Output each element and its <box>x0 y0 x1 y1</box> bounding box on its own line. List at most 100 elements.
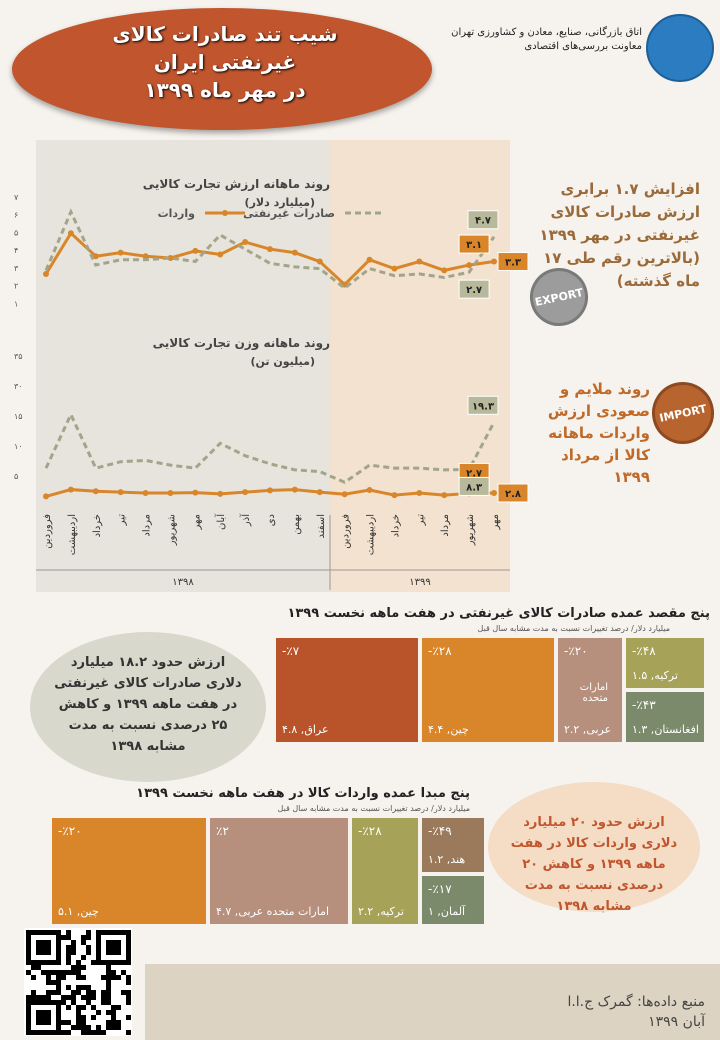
year-1398-band <box>36 140 330 592</box>
org-line-2: معاونت بررسی‌های اقتصادی <box>524 41 642 52</box>
month-label: فروردین <box>341 514 352 549</box>
exports-summary-note: ارزش حدود ۱۸.۲ میلیارد دلاری صادرات کالا… <box>30 632 266 782</box>
imports-point <box>441 492 448 499</box>
imports-point <box>466 262 473 269</box>
tile-percent: -٪۴۸ <box>632 644 656 658</box>
tile-percent: -٪۲۰ <box>58 824 82 838</box>
tile-percent: ٪۲ <box>216 824 229 838</box>
imports-point <box>491 490 497 496</box>
tile-percent: -٪۱۷ <box>428 882 452 896</box>
month-label: آذر <box>239 513 252 527</box>
import-trend-note: روند ملایم و صعودی ارزش واردات ماهانه کا… <box>547 380 650 486</box>
imports-point <box>217 490 224 497</box>
imports-point <box>192 247 199 254</box>
imports-point <box>291 249 298 256</box>
exports-prev-label: ۲.۷ <box>466 285 482 296</box>
treemap-tile: -٪۴۳ ۱.۳ ,افغانستان <box>624 690 706 744</box>
organization-name: اتاق بازرگانی، صنایع، معادن و کشاورزی ته… <box>420 26 642 54</box>
y-tick-label: ۵ <box>14 472 18 481</box>
tile-percent: -٪۲۸ <box>428 644 452 658</box>
imports-point <box>117 249 124 256</box>
imports-line <box>44 230 495 287</box>
tile-percent: -٪۷ <box>282 644 300 658</box>
imports-point <box>291 486 298 493</box>
month-label: اردیبهشت <box>67 514 78 555</box>
exports-summary-text: ارزش حدود ۱۸.۲ میلیارد دلاری صادرات کالا… <box>54 655 242 754</box>
tile-label: ۱ ,آلمان <box>428 905 466 918</box>
imports-point <box>441 267 448 274</box>
export-growth-note: افزایش ۱.۷ برابری ارزش صادرات کالای غیرن… <box>539 180 700 290</box>
imports-point <box>491 258 497 265</box>
imports-treemap: -٪۲۰ ۵.۱ ,چین ٪۲ ۴.۷ ,امارات متحده عربی -٪۲۸… <box>50 816 486 926</box>
y-tick-label: ۵ <box>14 228 18 237</box>
treemap-tile: -٪۲۸ ۴.۴ ,چین <box>420 636 556 744</box>
exports-prev-label: ۸.۳ <box>466 482 482 493</box>
exports-line <box>44 411 496 484</box>
imports-point <box>242 489 249 496</box>
treemap-tile: ٪۲ ۴.۷ ,امارات متحده عربی <box>208 816 350 926</box>
trade-charts: واردات صادرات غیرنفتی ۷ ۶ ۵ ۴ ۳ ۲ ۱ روند ماهانه ا… <box>14 177 529 590</box>
imports-point <box>416 490 423 496</box>
imports-last-label-box <box>497 483 529 503</box>
y-tick-label: ۶ <box>14 211 18 220</box>
tile-label: ۴.۷ ,امارات متحده عربی <box>216 905 330 918</box>
tile-percent: -٪۲۰ <box>564 644 588 658</box>
y-tick-label: ۴ <box>14 246 18 255</box>
y-tick-label: ۳ <box>14 264 19 273</box>
month-label: شهریور <box>166 514 177 546</box>
year-label-1398: ۱۳۹۸ <box>172 577 194 588</box>
title-line-1: شیب تند صادرات کالای <box>112 22 338 46</box>
date-line: آبان ۱۳۹۹ <box>648 1014 705 1030</box>
tile-label: ۱.۵ ,ترکیه <box>632 669 678 682</box>
legend-exports-label: صادرات غیرنفتی <box>243 207 335 220</box>
imports-point <box>366 487 373 493</box>
chart-title: روند ماهانه ارزش تجارت کالایی <box>143 177 330 192</box>
treemap-tile: -٪۲۰ ۵.۱ ,چین <box>50 816 208 926</box>
treemap-tile: -٪۴۸ ۱.۵ ,ترکیه <box>624 636 706 690</box>
month-label: اسفند <box>316 514 327 538</box>
imports-point <box>242 239 249 246</box>
tile-percent: -٪۲۸ <box>358 824 382 838</box>
imports-point <box>391 265 398 272</box>
exports-last-label-box <box>467 395 499 415</box>
imports-point <box>316 258 323 265</box>
exports-last-label: ۱۹.۳ <box>472 401 494 412</box>
month-label: بهمن <box>291 514 302 535</box>
exports-line <box>44 208 496 291</box>
imports-section-subtitle: میلیارد دلار/ درصد تغییرات نسبت به مدت م… <box>277 804 470 813</box>
weight-chart: ۳۵ ۳۰ ۱۵ ۱۰ ۵ روند ماهانه وزن تجارت کالایی (می… <box>14 336 529 503</box>
tile-extra-label: امارات متحده <box>579 682 608 704</box>
imports-point <box>43 493 49 500</box>
imports-point <box>267 487 273 494</box>
imports-point <box>142 490 149 496</box>
imports-point <box>117 489 124 496</box>
imports-point <box>366 256 373 263</box>
month-label: اردیبهشت <box>366 514 377 555</box>
title-line-2: غیرنفتی ایران <box>153 50 297 74</box>
y-tick-label: ۱ <box>14 299 18 308</box>
imports-point <box>192 489 199 496</box>
exports-prev-label-box <box>458 279 490 299</box>
qr-code-icon[interactable] <box>24 928 132 1036</box>
imports-point <box>391 492 398 499</box>
month-label: تیر <box>415 514 426 527</box>
imports-point <box>67 486 74 493</box>
y-tick-label: ۲ <box>14 282 18 291</box>
month-label: مهر <box>490 514 501 530</box>
chart-unit: (میلیون تن) <box>251 355 316 368</box>
imports-point <box>167 490 174 496</box>
tile-label: ۵.۱ ,چین <box>58 905 99 918</box>
imports-summary-text: ارزش حدود ۲۰ میلیارد دلاری واردات کالا د… <box>510 815 678 914</box>
exports-last-label: ۴.۷ <box>475 216 491 227</box>
imports-point <box>267 246 273 253</box>
treemap-tile: -٪۷ ۴.۸ ,عراق <box>274 636 420 744</box>
y-tick-label: ۱۰ <box>14 442 23 451</box>
exports-section-subtitle: میلیارد دلار/ درصد تغییرات نسبت به مدت م… <box>477 624 670 633</box>
month-axis: فروردین اردیبهشت خرداد تیر مرداد شهریور مهر آبا… <box>36 513 510 590</box>
imports-prev-label-box <box>458 234 490 254</box>
imports-point <box>341 491 348 498</box>
org-line-1: اتاق بازرگانی، صنایع، معادن و کشاورزی ته… <box>451 27 642 38</box>
chart-unit: (میلیارد دلار) <box>245 196 315 209</box>
legend-imports-label: واردات <box>158 207 196 220</box>
tile-label: ۱.۲ ,هند <box>428 853 466 866</box>
